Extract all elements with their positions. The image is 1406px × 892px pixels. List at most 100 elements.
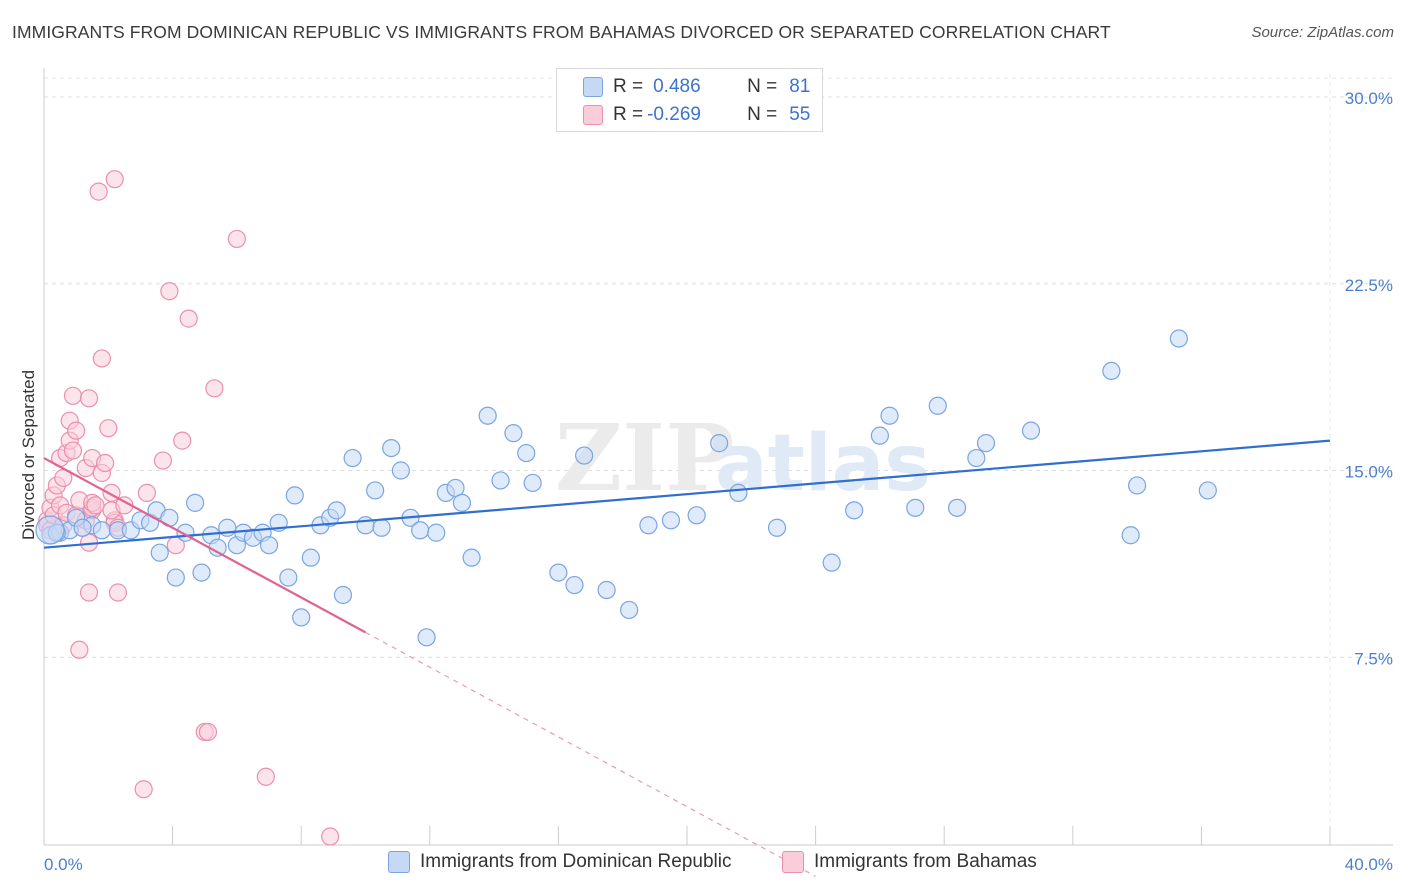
source-label: Source: ZipAtlas.com — [1251, 24, 1394, 41]
data-point-dominican — [343, 448, 362, 468]
tick-labels: 7.5% 15.0% 22.5% 30.0% 0.0% 40.0% — [44, 89, 1393, 874]
data-point-bahamas — [321, 827, 340, 846]
data-point-bahamas — [205, 379, 224, 398]
data-point-dominican — [92, 521, 111, 540]
data-point-dominican — [446, 478, 465, 498]
data-point-dominican — [491, 471, 510, 490]
data-point-bahamas — [99, 419, 118, 438]
x-tick-label-max: 40.0% — [1345, 855, 1393, 874]
bottom-legend-bahamas: Immigrants from Bahamas — [782, 851, 1037, 873]
data-point-bahamas — [108, 583, 128, 602]
data-point-dominican — [372, 518, 391, 537]
data-point-bahamas — [137, 483, 156, 503]
data-point-dominican — [462, 548, 481, 567]
y-tick-label: 15.0% — [1345, 463, 1393, 482]
stats-legend: R = 0.486 N = 81 R = -0.269 N = 55 — [556, 68, 823, 132]
x-tick-label-min: 0.0% — [44, 855, 83, 874]
data-point-dominican — [947, 498, 967, 517]
data-point-bahamas — [179, 309, 198, 328]
data-point-bahamas — [105, 170, 124, 189]
trend-lines — [43, 439, 1331, 877]
legend-r-value: -0.269 — [647, 104, 701, 125]
axes — [43, 68, 1393, 846]
legend-n-value: 81 — [789, 76, 811, 97]
data-point-dominican-large — [35, 515, 65, 545]
data-point-bahamas — [86, 496, 105, 515]
data-point-dominican — [166, 568, 185, 587]
data-point-dominican — [976, 434, 996, 453]
data-point-bahamas — [173, 431, 192, 450]
data-point-dominican — [822, 553, 841, 572]
data-point-dominican — [1102, 361, 1121, 380]
data-point-dominican — [285, 486, 304, 505]
data-point-bahamas — [79, 583, 99, 602]
bottom-legend-dominican: Immigrants from Dominican Republic — [388, 851, 732, 873]
data-point-dominican — [391, 461, 410, 480]
data-point-bahamas — [95, 453, 115, 473]
data-point-dominican — [411, 521, 430, 540]
watermark-atlas: atlas — [715, 419, 931, 509]
data-point-bahamas — [89, 182, 108, 201]
bottom-legend-label-dominican: Immigrants from Dominican Republic — [420, 851, 732, 872]
legend-row-bahamas: R = -0.269 N = 55 — [557, 101, 810, 129]
data-point-dominican — [729, 483, 748, 503]
legend-n-label: N = — [747, 76, 778, 97]
data-point-dominican — [333, 585, 353, 605]
data-point-dominican — [1121, 526, 1140, 545]
legend-r-value: 0.486 — [653, 76, 701, 97]
series-bahamas-points — [38, 170, 340, 846]
data-point-dominican — [517, 443, 536, 463]
data-point-bahamas — [63, 441, 83, 460]
data-point-dominican — [417, 628, 436, 647]
data-point-dominican — [870, 426, 890, 445]
bottom-legend-swatch-dominican — [388, 851, 410, 873]
data-point-dominican — [549, 563, 568, 582]
bottom-legend-swatch-bahamas — [782, 851, 804, 873]
legend-n-value: 55 — [789, 104, 811, 125]
data-point-dominican — [73, 518, 92, 537]
data-point-bahamas — [92, 349, 111, 368]
data-point-dominican — [639, 516, 658, 535]
data-point-dominican — [327, 501, 346, 520]
data-point-dominican — [687, 506, 706, 525]
data-point-bahamas — [198, 722, 218, 742]
data-point-dominican — [259, 536, 279, 555]
y-tick-label: 30.0% — [1345, 89, 1393, 108]
data-point-dominican — [565, 575, 584, 595]
legend-r-label: R = — [613, 104, 644, 125]
data-point-dominican — [292, 608, 311, 627]
data-point-dominican — [427, 523, 446, 542]
data-point-dominican — [880, 406, 899, 425]
data-point-dominican — [845, 501, 864, 520]
data-point-dominican — [1169, 329, 1188, 348]
data-point-dominican — [523, 473, 542, 493]
y-axis-label: Divorced or Separated — [19, 370, 38, 540]
data-point-dominican — [208, 538, 227, 557]
data-point-dominican — [661, 511, 681, 530]
legend-n-label: N = — [747, 104, 778, 125]
data-point-dominican — [192, 563, 211, 582]
data-point-dominican — [620, 600, 639, 620]
data-point-bahamas — [70, 640, 89, 659]
data-point-dominican — [1021, 421, 1041, 440]
data-point-dominican — [504, 424, 523, 443]
data-point-dominican — [767, 518, 787, 537]
data-point-bahamas — [153, 451, 173, 470]
y-tick-label: 22.5% — [1345, 276, 1393, 295]
data-point-dominican — [1198, 481, 1217, 500]
chart-title: IMMIGRANTS FROM DOMINICAN REPUBLIC VS IM… — [12, 22, 1111, 42]
trend-line-bahamas-extension — [365, 631, 816, 877]
data-point-dominican — [906, 498, 925, 517]
data-point-dominican — [710, 434, 729, 453]
data-point-dominican — [967, 448, 986, 468]
legend-swatch-dominican — [583, 77, 603, 97]
legend-row-dominican: R = 0.486 N = 81 — [557, 73, 810, 101]
legend-r-label: R = — [613, 76, 644, 97]
data-point-bahamas — [67, 421, 86, 440]
data-point-dominican — [1127, 476, 1147, 495]
data-point-dominican — [575, 446, 594, 465]
data-point-dominican — [301, 548, 320, 567]
data-point-bahamas — [160, 282, 179, 301]
data-point-dominican — [150, 543, 169, 562]
